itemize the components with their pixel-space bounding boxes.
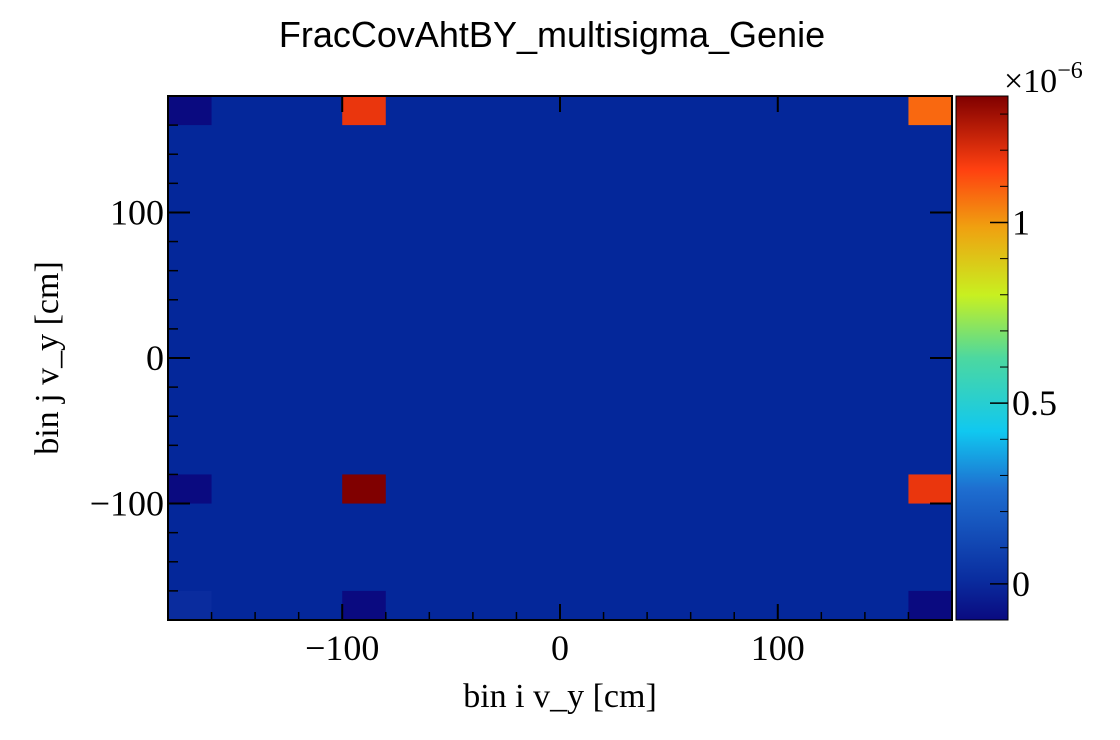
colorbar-tick-label: 1 (1012, 202, 1030, 242)
x-tick-label: 0 (551, 628, 569, 668)
colorbar-exponent-power: −6 (1057, 58, 1083, 84)
heatmap-cell (908, 474, 952, 504)
heatmap-cells (168, 96, 952, 620)
colorbar (955, 95, 1009, 621)
x-axis-ticks: −100 0 100 (210, 96, 910, 668)
colorbar-tick-label: 0 (1012, 564, 1030, 604)
colorbar-exponent-base: ×10 (1004, 63, 1057, 100)
y-axis-label-text: bin j v_y [cm] (29, 261, 66, 455)
heatmap-cell (342, 474, 386, 504)
y-axis-ticks: 100 0 −100 (90, 124, 952, 592)
heatmap-cell (168, 96, 212, 126)
x-axis-label: bin i v_y [cm] (463, 678, 657, 715)
heatmap-cell (342, 96, 386, 126)
colorbar-tick-label: 0.5 (1012, 383, 1057, 423)
y-axis-label: bin j v_y [cm] (29, 261, 66, 455)
x-tick-label: −100 (305, 628, 379, 668)
heatmap-cell (168, 474, 212, 504)
colorbar-ticks: 00.51 (990, 113, 1057, 604)
x-axis-label-text: bin i v_y [cm] (463, 678, 657, 715)
y-tick-label: 100 (110, 192, 164, 232)
y-tick-label: 0 (146, 338, 164, 378)
heatmap-cell (908, 96, 952, 126)
heatmap-cell (168, 590, 212, 620)
heatmap-cell (908, 590, 952, 620)
chart-title: FracCovAhtBY_multisigma_Genie (278, 14, 826, 55)
y-tick-label: −100 (90, 484, 164, 524)
x-tick-label: 100 (751, 628, 805, 668)
heatmap-cell (342, 590, 386, 620)
plot-background (168, 96, 952, 620)
colorbar-exponent: ×10−6 (1004, 58, 1083, 100)
